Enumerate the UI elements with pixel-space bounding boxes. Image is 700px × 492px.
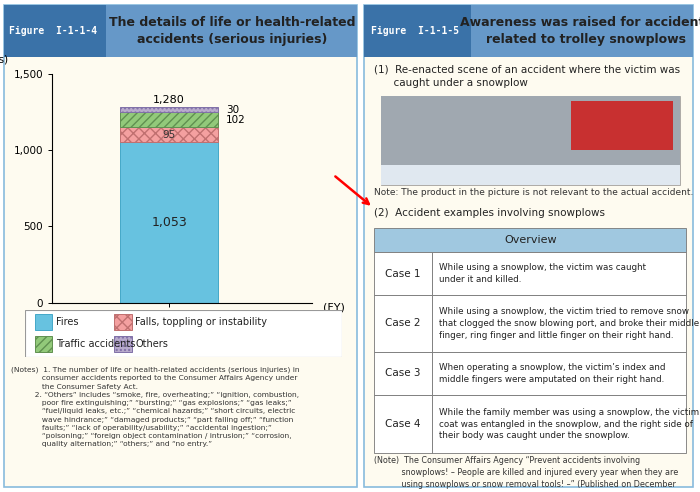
Text: The details of life or health-related
accidents (serious injuries): The details of life or health-related ac… xyxy=(109,16,356,46)
Bar xyxy=(571,101,673,150)
Bar xyxy=(4,5,106,57)
Bar xyxy=(432,352,687,395)
Text: (1)  Re-enacted scene of an accident where the victim was
      caught under a s: (1) Re-enacted scene of an accident wher… xyxy=(374,65,680,88)
Text: While using a snowplow, the victim tried to remove snow
that clogged the snow bl: While using a snowplow, the victim tried… xyxy=(439,307,699,340)
Text: Case 4: Case 4 xyxy=(385,419,421,429)
Bar xyxy=(374,252,432,295)
Bar xyxy=(432,252,687,295)
Text: While the family member was using a snowplow, the victim’s
coat was entangled in: While the family member was using a snow… xyxy=(439,408,700,440)
Text: Case 1: Case 1 xyxy=(385,269,421,278)
Text: When operating a snowplow, the victim’s index and
middle fingers were amputated : When operating a snowplow, the victim’s … xyxy=(439,363,665,384)
Text: Case 2: Case 2 xyxy=(385,318,421,329)
Text: (FY): (FY) xyxy=(323,303,344,312)
Bar xyxy=(374,395,432,453)
Bar xyxy=(364,5,471,57)
Bar xyxy=(381,96,680,184)
Bar xyxy=(4,5,357,57)
Text: Figure  I-1-1-4: Figure I-1-1-4 xyxy=(9,26,97,36)
Text: Figure  I-1-1-5: Figure I-1-1-5 xyxy=(372,26,460,36)
Bar xyxy=(381,96,680,184)
Text: While using a snowplow, the victim was caught
under it and killed.: While using a snowplow, the victim was c… xyxy=(439,263,645,284)
Bar xyxy=(432,295,687,352)
Bar xyxy=(374,228,687,252)
Bar xyxy=(381,165,680,184)
Bar xyxy=(374,295,432,352)
Text: Note: The product in the picture is not relevant to the actual accident.: Note: The product in the picture is not … xyxy=(374,188,694,197)
Text: (Notes)  1. The number of life or health-related accidents (serious injuries) in: (Notes) 1. The number of life or health-… xyxy=(10,367,300,447)
Text: Awareness was raised for accidents
related to trolley snowplows: Awareness was raised for accidents relat… xyxy=(461,16,700,46)
Bar xyxy=(364,5,693,57)
Text: (2)  Accident examples involving snowplows: (2) Accident examples involving snowplow… xyxy=(374,208,605,217)
Text: (Note)  The Consumer Affairs Agency “Prevent accidents involving
           snow: (Note) The Consumer Affairs Agency “Prev… xyxy=(374,456,678,492)
Text: Overview: Overview xyxy=(504,235,556,245)
Bar xyxy=(432,395,687,453)
Bar xyxy=(374,352,432,395)
Text: Case 3: Case 3 xyxy=(385,369,421,378)
